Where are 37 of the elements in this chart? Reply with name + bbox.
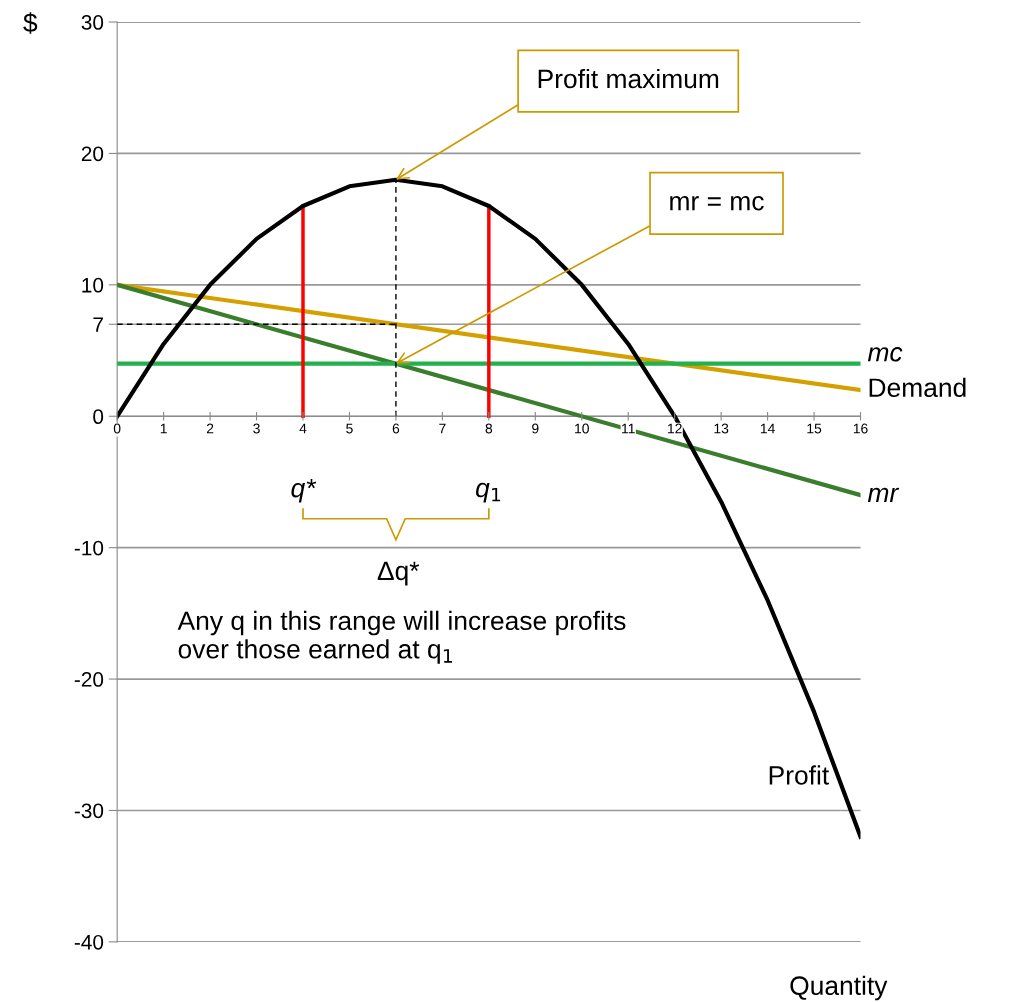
- annotation: Δq*: [377, 561, 420, 586]
- series-label: mr: [867, 487, 900, 502]
- y-tick-label: -40: [74, 934, 104, 950]
- series-label: Demand: [869, 377, 966, 398]
- y-tick-label: 20: [81, 146, 104, 162]
- x-tick-label: 10: [575, 423, 589, 434]
- x-tick-label: 13: [714, 423, 729, 434]
- x-tick-label: 6: [392, 423, 400, 434]
- y-tick-label: -30: [74, 803, 104, 819]
- y-axis-title: $: [23, 12, 38, 34]
- x-tick-label: 16: [853, 423, 868, 434]
- annotation: q*: [291, 478, 317, 503]
- annotation: mr = mc: [670, 196, 764, 211]
- y-tick-label: 30: [81, 15, 104, 30]
- x-tick-label: 15: [807, 423, 822, 434]
- x-tick-label: 12: [668, 423, 682, 434]
- x-axis-title: Quantity: [790, 975, 888, 1001]
- x-tick-label: 2: [206, 423, 214, 434]
- x-tick-label: 3: [253, 423, 260, 434]
- y-tick-label: 7: [93, 317, 103, 332]
- x-tick-label: 11: [622, 423, 635, 434]
- y-tick-label: -10: [74, 540, 104, 556]
- y-tick-label: 10: [82, 277, 104, 293]
- x-tick-label: 5: [346, 423, 353, 434]
- annotation: Any q in this range will increase profits over those earned at q$_{1}$: [177, 610, 626, 664]
- annotation: Profit maximum: [538, 68, 719, 89]
- series-label: mc: [867, 347, 903, 362]
- y-tick-label: -20: [74, 672, 104, 687]
- annotation: q$_{1}$: [476, 482, 501, 503]
- series-label: Profit: [769, 765, 829, 785]
- x-tick-label: 8: [485, 423, 493, 434]
- x-tick-label: 4: [299, 423, 307, 434]
- x-tick-label: 9: [532, 423, 539, 434]
- x-tick-label: 0: [113, 423, 121, 434]
- x-tick-label: 7: [439, 423, 446, 434]
- x-tick-label: 1: [160, 423, 167, 434]
- x-tick-label: 14: [760, 423, 775, 434]
